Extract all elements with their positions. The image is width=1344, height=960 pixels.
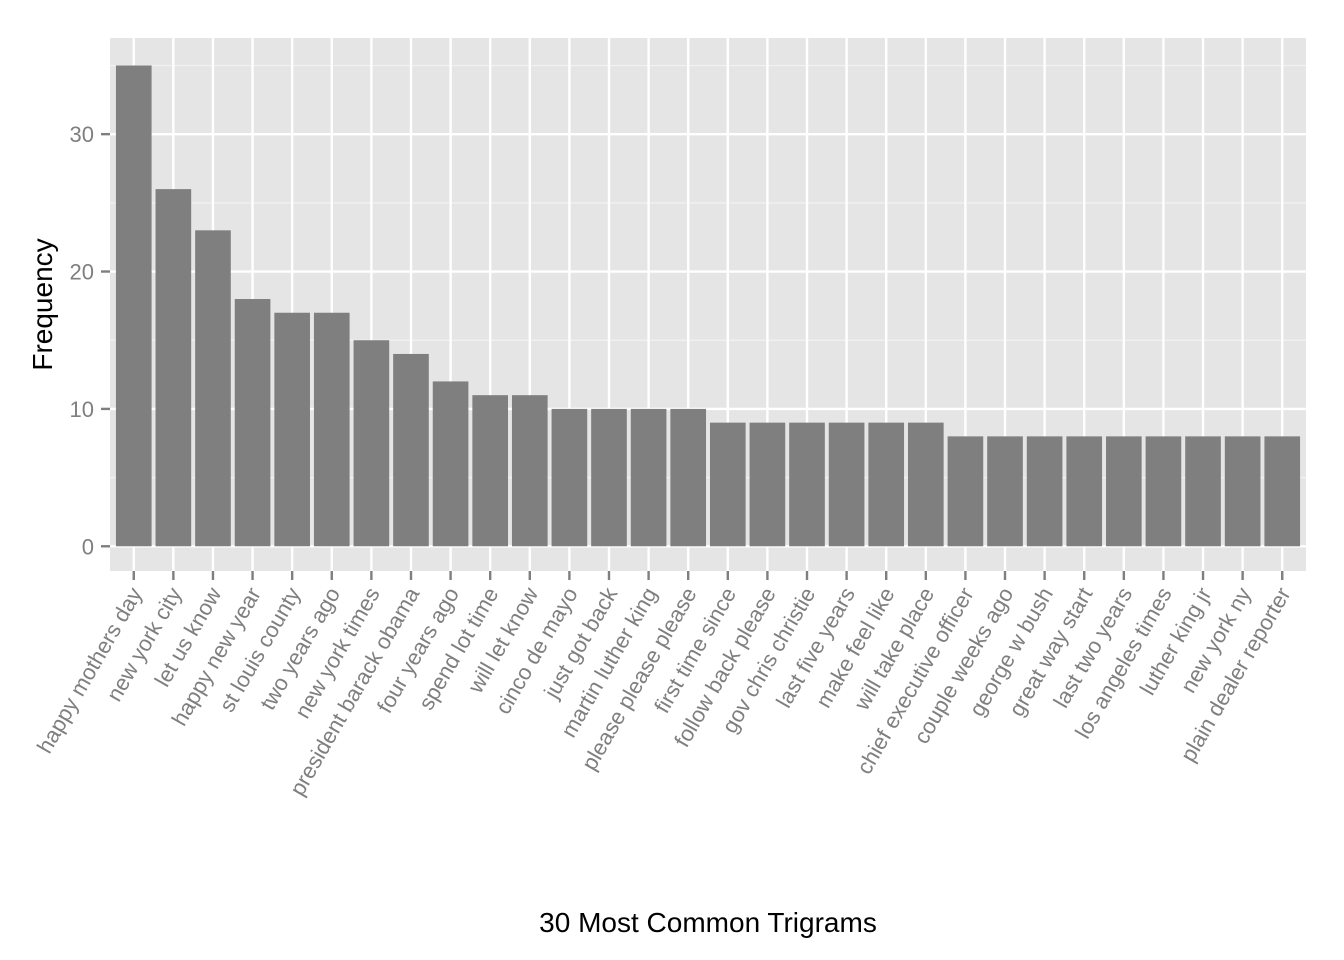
y-axis-title: Frequency [27,238,58,370]
bar [1264,436,1301,547]
bar [313,312,350,547]
bar [670,408,707,547]
bar [274,312,310,547]
bar [1185,436,1221,547]
bar [155,189,192,547]
bar [947,436,984,547]
bar [195,230,231,547]
bar [511,395,548,547]
bars [115,65,1301,547]
bar [432,381,469,547]
bar [1145,436,1182,547]
y-tick-label: 10 [70,397,94,422]
bar [1026,436,1063,547]
y-tick-label: 30 [70,122,94,147]
bar [1066,436,1103,547]
bar [234,299,271,547]
bar [987,436,1023,547]
bar [907,422,944,547]
bar [828,422,865,547]
bar [115,65,152,547]
bar [1106,436,1142,547]
bar [749,422,786,547]
bar [1224,436,1261,547]
bar [789,422,825,547]
bar [472,395,509,547]
bar [630,408,667,547]
bar [393,353,429,547]
bar [591,408,627,547]
y-tick-label: 20 [70,260,94,285]
x-axis-title: 30 Most Common Trigrams [539,907,877,938]
bar [551,408,588,547]
y-axis: 0 10 20 30 [70,122,110,559]
y-tick-label: 0 [82,534,94,559]
bar [353,340,390,547]
bar [868,422,905,547]
bar [709,422,746,547]
